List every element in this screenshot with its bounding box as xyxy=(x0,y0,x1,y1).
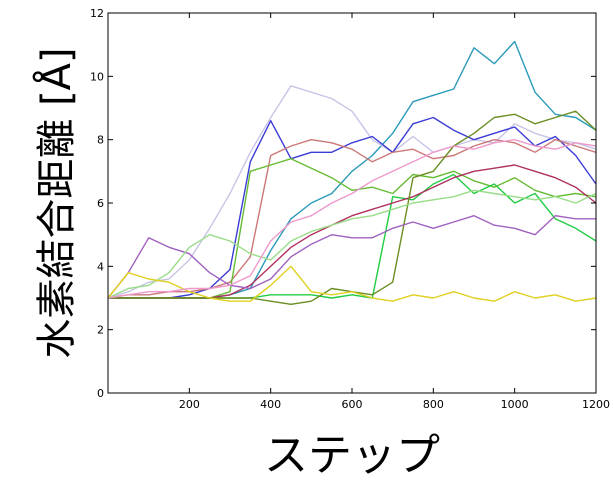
y-tick-label: 4 xyxy=(97,260,104,273)
y-tick-label: 0 xyxy=(97,387,104,400)
series-layer xyxy=(107,40,597,305)
x-tick-label: 1000 xyxy=(501,398,529,411)
y-tick-label: 8 xyxy=(97,134,104,147)
y-tick-label: 12 xyxy=(90,7,104,20)
y-tick-label: 6 xyxy=(97,197,104,210)
series-line-3 xyxy=(108,116,597,299)
series-line-10 xyxy=(107,189,597,299)
series-line-12 xyxy=(107,139,597,299)
x-tick-label: 200 xyxy=(179,398,200,411)
x-tick-label: 800 xyxy=(423,398,444,411)
y-tick-label: 10 xyxy=(90,70,104,83)
y-axis-title: 水素結合距離 [Å] xyxy=(32,47,80,358)
x-tick-label: 400 xyxy=(260,398,281,411)
series-line-1 xyxy=(108,40,597,299)
ticks-layer: 200 400 600 800 1000 1200 0 2 4 6 8 10 12 xyxy=(90,7,610,411)
series-line-8 xyxy=(108,110,597,305)
x-axis-title: ステップ xyxy=(264,430,440,481)
series-line-2 xyxy=(107,85,597,299)
plot-frame xyxy=(107,12,597,394)
x-tick-label: 1200 xyxy=(582,398,610,411)
y-tick-label: 2 xyxy=(97,324,104,337)
x-tick-label: 600 xyxy=(342,398,363,411)
series-line-9 xyxy=(107,215,596,299)
series-line-5 xyxy=(108,158,597,299)
series-line-11 xyxy=(107,265,597,302)
